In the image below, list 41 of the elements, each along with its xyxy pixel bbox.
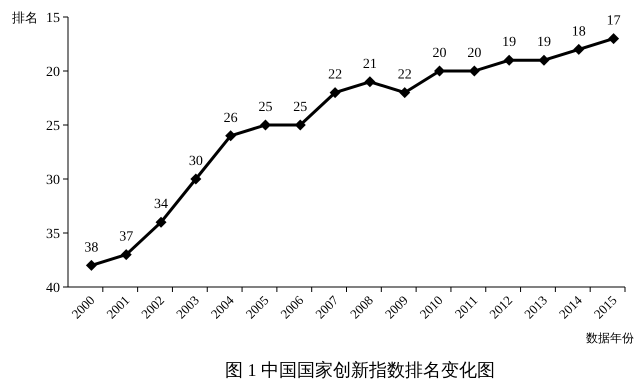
data-label: 17 (606, 14, 621, 29)
point (190, 174, 202, 184)
y-tick-label: 20 (46, 65, 60, 80)
data-label: 34 (154, 197, 168, 212)
point (156, 216, 167, 228)
y-tick-label: 25 (46, 119, 60, 134)
data-label: 22 (398, 68, 412, 83)
data-label: 21 (362, 56, 377, 72)
text: 图 1 中国国家创新指数排名变化图 (225, 360, 495, 380)
point (504, 54, 515, 66)
y-tick-label: 40 (46, 281, 60, 296)
point (538, 54, 550, 66)
x-axis-title: 数据年份 (586, 331, 634, 345)
data-label: 18 (572, 24, 586, 40)
data-label: 19 (536, 35, 551, 50)
data-label: 25 (293, 100, 308, 115)
point (330, 87, 341, 98)
data-label: 22 (328, 68, 342, 83)
y-tick-label: 30 (46, 173, 60, 188)
point (468, 66, 480, 76)
data-label: 25 (258, 100, 272, 115)
point (399, 87, 410, 98)
data-label: 20 (432, 46, 447, 61)
point (260, 120, 271, 130)
data-label: 38 (84, 240, 98, 256)
point (364, 76, 376, 88)
point (120, 249, 132, 260)
x-tick-label: 2011 (452, 292, 480, 322)
data-label: 26 (224, 110, 238, 126)
data-label: 30 (188, 154, 203, 169)
point (86, 260, 97, 271)
data-label: 19 (502, 35, 516, 50)
y-axis-title: 排名 (12, 10, 38, 25)
data-label: 20 (467, 46, 482, 61)
y-tick-label: 15 (46, 11, 60, 26)
y-tick-label: 35 (46, 227, 60, 242)
point (225, 130, 236, 142)
point (608, 33, 620, 44)
data-label: 37 (119, 230, 134, 245)
point (294, 120, 306, 130)
point (573, 44, 584, 55)
